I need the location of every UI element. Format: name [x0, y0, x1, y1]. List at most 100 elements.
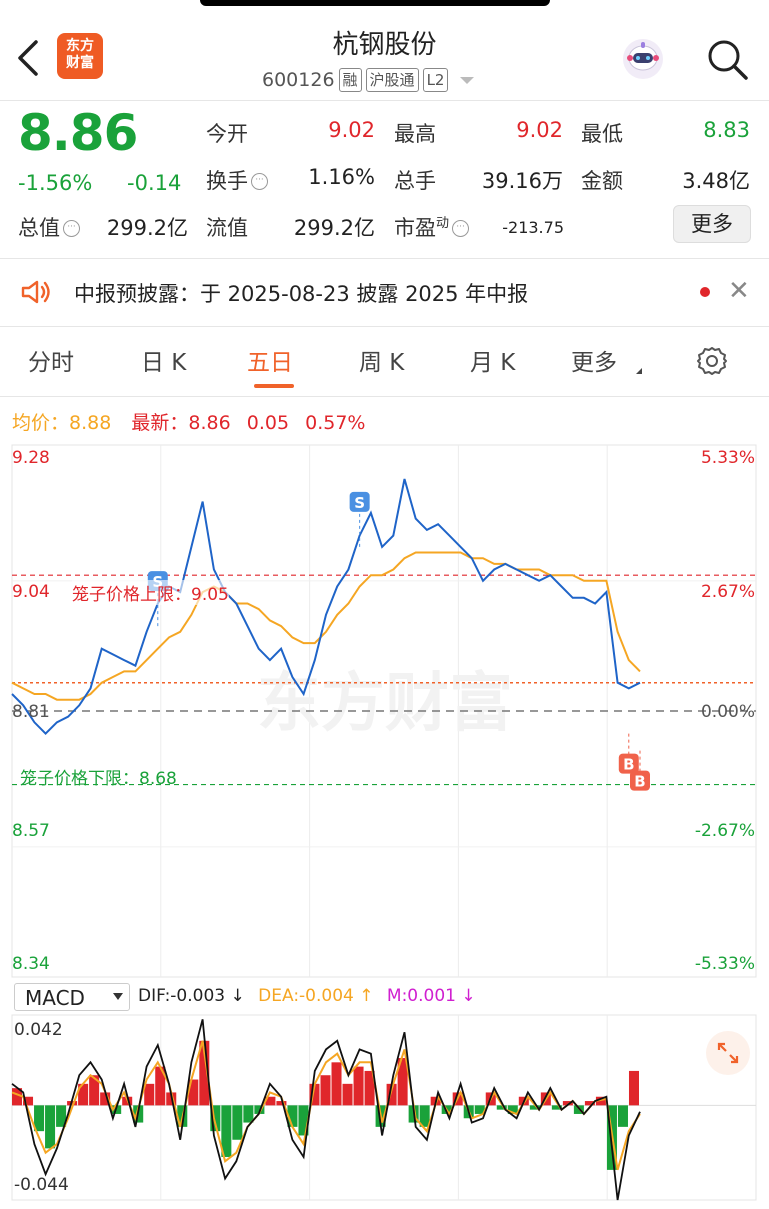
turnover-value: 1.16%	[308, 165, 375, 189]
volume-label: 总手	[394, 169, 436, 193]
macd-dea: DEA:-0.004 ↑	[258, 986, 374, 1006]
macd-histogram-bar	[23, 1096, 34, 1106]
y-right-tick: -2.67%	[694, 821, 755, 841]
eastmoney-logo[interactable]: 东方 财富	[57, 33, 103, 79]
y-right-tick: 5.33%	[700, 448, 755, 468]
latest-change: 0.05	[246, 412, 290, 434]
y-left-tick: 8.81	[12, 702, 50, 722]
search-icon[interactable]	[704, 36, 750, 82]
macd-dif-line	[11, 1019, 641, 1201]
change-percent: -1.56%	[18, 171, 93, 195]
chevron-down-icon	[460, 76, 475, 84]
macd-histogram-bar	[628, 1070, 639, 1106]
low-value: 8.83	[703, 118, 750, 142]
assistant-robot-icon[interactable]	[620, 36, 666, 82]
gear-icon[interactable]	[696, 345, 728, 377]
more-tab-triangle-icon	[636, 368, 642, 374]
tag-connect: 沪股通	[365, 68, 419, 92]
macd-histogram-bar	[320, 1075, 331, 1106]
tab-more[interactable]: 更多	[571, 350, 617, 376]
trade-marker-letter: B	[634, 773, 645, 791]
macd-histogram-bar	[353, 1066, 364, 1106]
macd-histogram-bar	[210, 1105, 221, 1132]
watermark-text: 东方财富	[257, 667, 513, 741]
indicator-select-label: MACD	[25, 986, 85, 1010]
tab-monthly-k[interactable]: 月 K	[470, 350, 516, 376]
macd-histogram-bar	[397, 1058, 408, 1106]
tab-intraday[interactable]: 分时	[28, 350, 74, 376]
latest-label: 最新：	[131, 412, 189, 434]
macd-histogram-bar	[45, 1105, 56, 1149]
avg-price-value: 8.88	[69, 412, 112, 434]
stock-code-row[interactable]: 600126 融 沪股通 L2	[262, 68, 475, 92]
info-icon[interactable]: ···	[63, 220, 80, 237]
high-value: 9.02	[516, 118, 563, 142]
open-label: 今开	[206, 122, 248, 146]
turnover-label-text: 换手	[206, 169, 248, 193]
tag-level2: L2	[422, 68, 449, 92]
info-icon[interactable]: ···	[452, 220, 470, 237]
tab-five-day[interactable]: 五日	[247, 350, 293, 376]
low-label: 最低	[581, 122, 623, 146]
macd-histogram-bar	[56, 1105, 67, 1127]
macd-histogram-bar	[221, 1105, 232, 1157]
macd-histogram-bar	[34, 1105, 45, 1132]
logo-text-line1: 东方	[66, 38, 94, 54]
macd-histogram-bar	[474, 1105, 485, 1114]
pe-label-sup: 动	[436, 216, 450, 231]
macd-histogram-bar	[386, 1083, 397, 1106]
trade-marker-letter: S	[354, 494, 365, 512]
open-value: 9.02	[328, 118, 375, 142]
chevron-left-icon	[18, 40, 38, 76]
speaker-icon	[21, 280, 50, 304]
tab-daily-k[interactable]: 日 K	[141, 350, 187, 376]
header-divider	[0, 100, 769, 101]
close-icon[interactable]: ✕	[728, 276, 750, 306]
back-button[interactable]	[16, 38, 46, 78]
market-cap-label-text: 总值	[18, 216, 60, 240]
macd-histogram-bar	[155, 1066, 166, 1106]
lower-limit-label: 笼子价格下限：8.68	[20, 769, 177, 789]
notice-text: 中报预披露：于 2025-08-23 披露 2025 年中报	[74, 282, 529, 306]
info-icon[interactable]: ···	[251, 173, 268, 190]
macd-histogram-bar	[89, 1075, 100, 1106]
float-cap-label: 流值	[206, 216, 248, 240]
latest-pct: 0.57%	[305, 412, 366, 434]
turnover-label[interactable]: 换手 ···	[206, 165, 268, 195]
macd-histogram-bar	[243, 1105, 254, 1123]
tab-weekly-k[interactable]: 周 K	[359, 350, 405, 376]
indicator-select[interactable]: MACD	[14, 983, 130, 1011]
macd-histogram-bar	[78, 1083, 89, 1106]
more-button[interactable]: 更多	[673, 205, 751, 243]
macd-histogram-bar	[529, 1105, 540, 1110]
macd-histogram-bar	[496, 1105, 507, 1110]
stock-header: 东方 财富 杭钢股份 600126 融 沪股通 L2	[0, 0, 769, 100]
device-notch	[200, 0, 550, 6]
macd-histogram-bar	[331, 1062, 342, 1106]
market-cap-label[interactable]: 总值 ···	[18, 212, 80, 242]
expand-icon[interactable]	[706, 1031, 750, 1075]
macd-histogram-bar	[562, 1101, 573, 1106]
y-right-tick: -5.33%	[694, 954, 755, 974]
amount-value: 3.48亿	[682, 169, 750, 193]
tag-margin: 融	[338, 68, 362, 92]
trade-marker-badge	[630, 770, 650, 791]
y-left-tick: 9.04	[12, 582, 50, 602]
trade-marker-letter: B	[623, 756, 634, 774]
macd-dif: DIF:-0.003 ↓	[138, 986, 245, 1006]
macd-histogram-bar	[419, 1105, 430, 1127]
pe-label[interactable]: 市盈动 ···	[394, 212, 470, 242]
macd-histogram-bar	[342, 1083, 353, 1106]
y-right-tick: 2.67%	[700, 582, 755, 602]
macd-histogram-bar	[298, 1105, 309, 1136]
macd-plot-frame	[11, 1014, 757, 1201]
stock-code: 600126	[262, 69, 335, 91]
market-cap-value: 299.2亿	[106, 216, 188, 240]
macd-histogram-bar	[287, 1105, 298, 1127]
avg-price-label: 均价：	[12, 412, 70, 434]
y-right-tick: 0.00%	[700, 702, 755, 722]
y-left-tick: 9.28	[12, 448, 50, 468]
five-day-chart[interactable]: 东方财富SSBB	[0, 440, 769, 1209]
active-tab-indicator	[254, 384, 294, 388]
macd-histogram-bar	[617, 1105, 628, 1127]
